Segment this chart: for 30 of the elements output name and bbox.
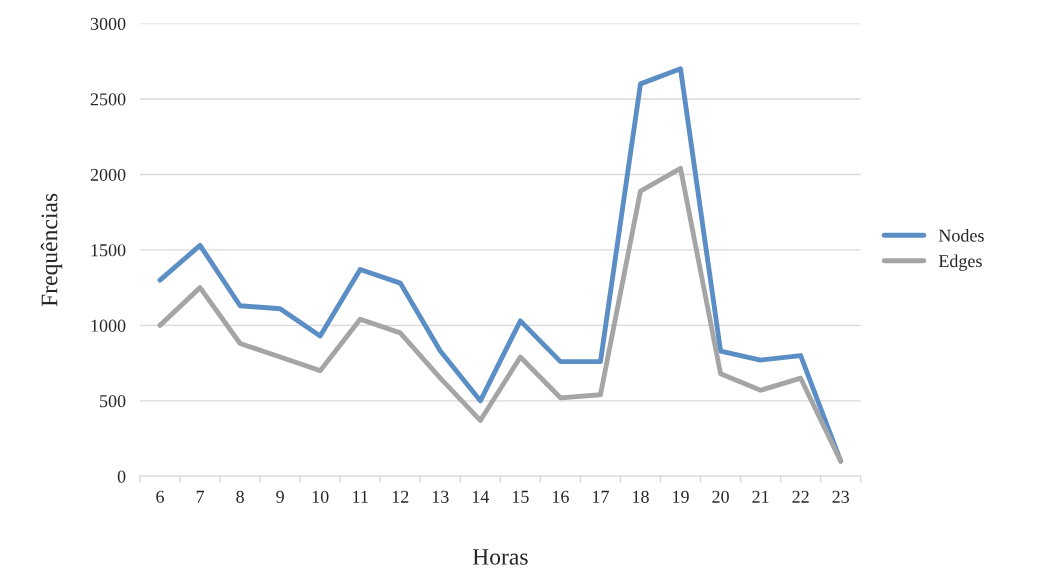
y-axis-title: Frequências bbox=[40, 193, 63, 307]
y-tick-label: 1500 bbox=[91, 244, 126, 257]
x-tick-label: 14 bbox=[472, 490, 490, 503]
x-tick-label: 20 bbox=[712, 490, 729, 503]
y-tick-label: 500 bbox=[100, 395, 126, 408]
y-tick-label: 0 bbox=[117, 470, 126, 483]
x-tick-label: 11 bbox=[353, 490, 368, 503]
x-tick-label: 8 bbox=[236, 490, 244, 503]
x-tick-label: 13 bbox=[432, 490, 449, 503]
x-tick-label: 22 bbox=[792, 490, 809, 503]
line-series bbox=[157, 165, 844, 464]
x-tick-label: 10 bbox=[312, 490, 329, 503]
x-axis-title: Horas bbox=[472, 549, 528, 565]
x-tick-label: 16 bbox=[552, 490, 569, 503]
x-tick-label: 12 bbox=[392, 490, 409, 503]
x-tick-label: 17 bbox=[593, 490, 609, 503]
x-tick-label: 21 bbox=[752, 490, 769, 503]
y-tick-label: 2000 bbox=[90, 168, 126, 181]
legend-label: Edges bbox=[938, 254, 982, 271]
x-tick-label: 7 bbox=[196, 490, 205, 503]
y-tick-label: 1000 bbox=[91, 319, 126, 332]
x-tick-label: 19 bbox=[673, 490, 689, 503]
x-tick-label: 6 bbox=[156, 490, 164, 503]
y-tick-label: 3000 bbox=[90, 17, 126, 30]
x-tick-label: 18 bbox=[633, 490, 649, 503]
x-tick-label: 23 bbox=[832, 490, 850, 503]
x-tick-label: 15 bbox=[512, 490, 529, 503]
legend-label: Nodes bbox=[938, 228, 984, 242]
x-tick-label: 9 bbox=[276, 490, 284, 503]
y-tick-label: 2500 bbox=[90, 93, 126, 106]
